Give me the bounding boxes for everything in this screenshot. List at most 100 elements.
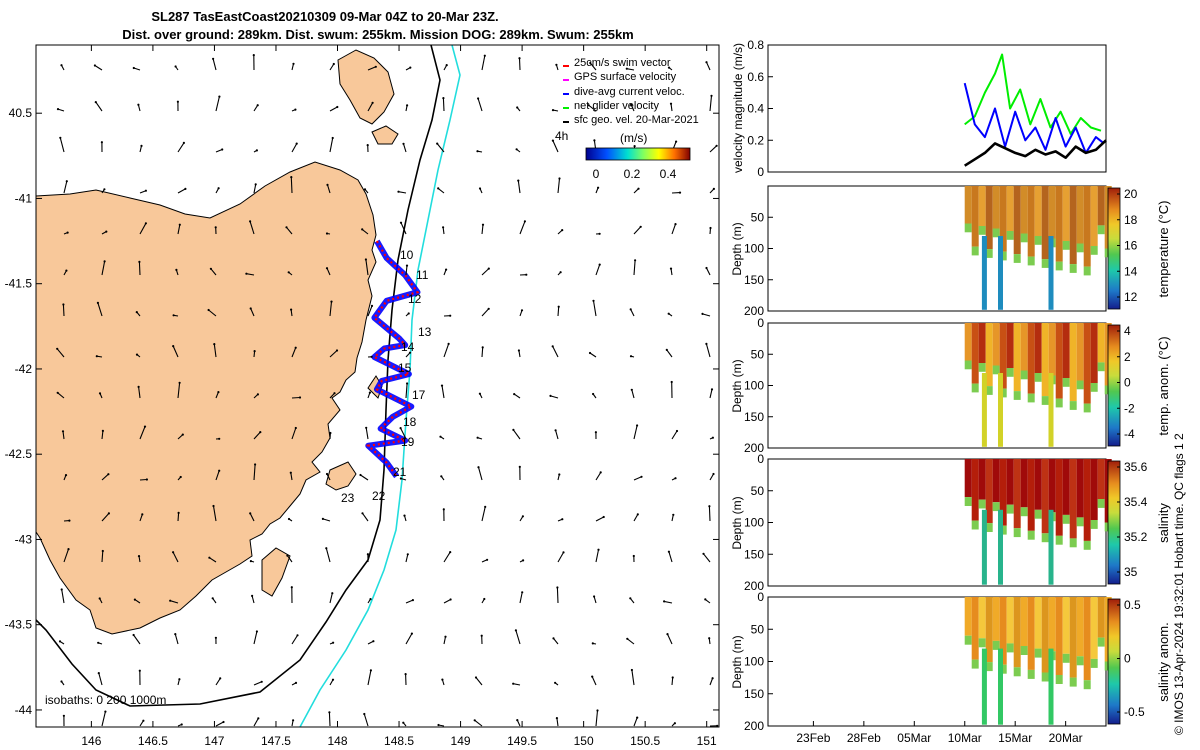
- profile-cell: [971, 186, 979, 247]
- profile-cell: [978, 597, 986, 639]
- current-arrow-head: [249, 560, 252, 563]
- current-arrow-head: [97, 672, 100, 675]
- current-arrow: [517, 180, 521, 194]
- profile-cell: [1069, 677, 1077, 687]
- current-arrow: [442, 227, 445, 235]
- x-tick-label: 146: [81, 734, 101, 748]
- bruny-island: [261, 547, 291, 597]
- profile-cell: [971, 459, 979, 521]
- current-arrow: [443, 599, 451, 604]
- profile-cell: [999, 597, 1007, 665]
- current-arrow-head: [107, 512, 110, 515]
- current-arrow: [481, 55, 486, 71]
- profile-cell: [1069, 538, 1077, 548]
- current-arrow-head: [478, 392, 481, 395]
- current-arrow-head: [144, 189, 147, 192]
- profile-cell: [1097, 459, 1105, 499]
- profile-cell: [1034, 373, 1042, 382]
- profile-cell: [1076, 243, 1084, 253]
- current-arrow-head: [591, 675, 594, 678]
- colorbar-tick-label: 2: [1124, 350, 1131, 364]
- current-arrow-head: [437, 187, 440, 190]
- profile-cell: [985, 597, 993, 663]
- speed-colorbar: [585, 147, 691, 161]
- current-arrow-head: [98, 392, 102, 395]
- current-arrow-head: [137, 385, 140, 388]
- profile-cell: [1055, 675, 1063, 684]
- colorbar-tick-label: 35.6: [1124, 460, 1148, 474]
- current-arrow-head: [405, 264, 409, 267]
- current-arrow-head: [145, 478, 148, 481]
- current-arrow-head: [101, 429, 104, 432]
- colorbar-tick-label: 0: [1124, 652, 1131, 666]
- current-arrow-head: [551, 345, 554, 348]
- current-arrow: [589, 62, 597, 71]
- x-tick-label: 147: [204, 734, 224, 748]
- current-arrow: [709, 145, 717, 153]
- day-label: 22: [372, 489, 386, 503]
- current-arrow-head: [56, 347, 59, 350]
- flinders-island: [337, 49, 395, 125]
- current-arrow: [400, 427, 407, 440]
- current-arrow-head: [294, 681, 298, 685]
- current-arrow: [133, 634, 141, 645]
- current-arrow: [367, 66, 377, 71]
- current-arrow: [405, 633, 413, 645]
- current-arrow-head: [442, 508, 445, 511]
- current-arrow-head: [518, 57, 521, 60]
- y-tick-label: -42: [15, 362, 33, 376]
- day-label: 18: [403, 415, 417, 429]
- current-arrow-head: [370, 304, 374, 307]
- colorbar-tick-label: 0.5: [1124, 598, 1141, 612]
- profile-cell: [978, 323, 986, 363]
- time-tick-label: 23Feb: [796, 731, 830, 745]
- depth-tick-label: 200: [744, 304, 764, 318]
- current-arrow: [101, 430, 104, 440]
- profile-cell: [1090, 520, 1098, 529]
- current-arrow-head: [363, 712, 366, 716]
- current-arrow: [703, 553, 711, 563]
- current-arrow-head: [403, 514, 406, 517]
- current-arrow: [253, 464, 256, 481]
- colorbar-tick-label: 35: [1124, 565, 1138, 579]
- current-arrow-head: [667, 312, 670, 315]
- profile-cell: [1055, 459, 1063, 536]
- current-arrow: [588, 104, 597, 112]
- current-arrow: [367, 305, 373, 317]
- profile-cell: [971, 383, 979, 393]
- current-arrow-head: [66, 231, 69, 234]
- deep-profile: [981, 648, 987, 725]
- profile-cell: [999, 186, 1007, 252]
- profile-cell: [1062, 186, 1070, 241]
- colorbar-tick-label: 12: [1124, 290, 1138, 304]
- isobath-200m: [36, 45, 441, 707]
- profile-cell: [992, 502, 1000, 512]
- current-arrow-head: [370, 355, 373, 358]
- legend-net: net glider velocity: [574, 100, 659, 112]
- current-arrow-head: [517, 179, 520, 182]
- depth-tick-label: 200: [744, 719, 764, 733]
- depth-tick-label: 50: [751, 210, 765, 224]
- profile-colorbar: [1107, 460, 1121, 585]
- current-arrow: [595, 472, 602, 481]
- current-arrow-head: [674, 477, 677, 480]
- profile-cell: [1041, 533, 1049, 543]
- current-arrow-head: [61, 430, 65, 433]
- current-arrow: [633, 476, 642, 481]
- current-arrow-head: [592, 299, 595, 302]
- current-arrow: [291, 427, 297, 440]
- depth-tick-label: 200: [744, 579, 764, 593]
- current-arrow-head: [251, 594, 254, 598]
- current-arrow-head: [437, 723, 440, 727]
- current-arrow: [595, 516, 604, 522]
- current-arrow-head: [141, 513, 144, 516]
- current-arrow-head: [481, 346, 484, 349]
- current-arrow-head: [552, 637, 555, 640]
- current-arrow-head: [221, 148, 224, 151]
- current-arrow-head: [64, 474, 68, 477]
- deep-profile: [981, 373, 987, 447]
- profile-cell: [1006, 504, 1014, 514]
- current-arrow-head: [549, 394, 552, 397]
- legend-swim: 25cm/s swim vector: [574, 57, 671, 69]
